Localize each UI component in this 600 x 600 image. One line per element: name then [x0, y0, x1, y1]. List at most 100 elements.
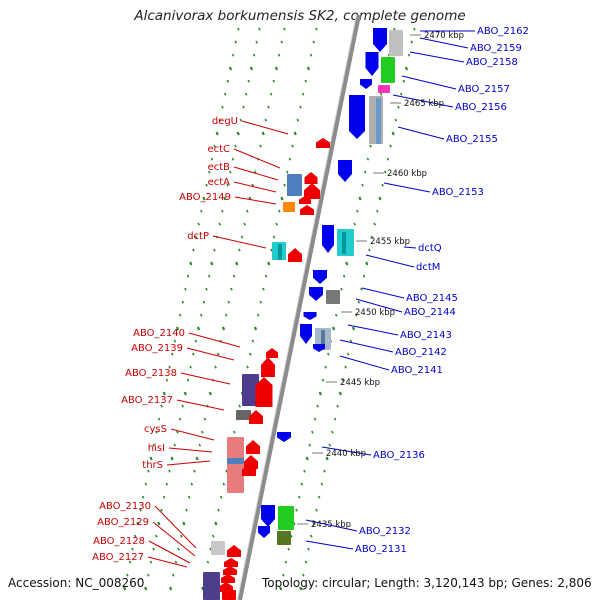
label-abo-2139: ABO_2139	[131, 343, 183, 354]
scale-tick	[341, 378, 345, 382]
scale-tick	[243, 222, 246, 226]
label-abo-2141: ABO_2141	[391, 365, 443, 376]
gene-abo-2157	[381, 57, 395, 83]
connector-cyss	[170, 428, 215, 441]
label-abo-2157: ABO_2157	[458, 84, 510, 95]
label-abo-2138: ABO_2138	[125, 368, 177, 379]
scale-tick	[225, 469, 228, 473]
scale-tick	[198, 443, 202, 447]
gene-abo-2149	[283, 202, 295, 212]
connector-abo-2138	[180, 372, 231, 385]
connector-abo-2143	[347, 324, 399, 336]
scale-tick	[231, 53, 235, 57]
scale-tick	[259, 144, 262, 148]
gene-abo-2127b	[219, 582, 233, 592]
scale-tick	[238, 404, 241, 408]
scale-tick	[253, 170, 257, 174]
scale-tick	[190, 482, 194, 486]
scale-tick	[280, 196, 284, 201]
scale-tick	[393, 27, 396, 31]
scale-tick	[182, 521, 186, 526]
scale-tick	[315, 508, 318, 512]
scale-tick	[196, 326, 201, 331]
scale-tick	[146, 573, 150, 577]
scale-tick	[160, 508, 163, 512]
scale-tick	[239, 118, 243, 122]
scale-tick	[267, 261, 271, 266]
scale-tick	[360, 287, 363, 291]
scale-tick	[369, 144, 372, 148]
scale-tick	[246, 365, 249, 369]
gene-ectc	[304, 172, 318, 184]
scale-tick	[326, 352, 330, 356]
connector-abo-2159	[419, 37, 469, 49]
gene-abo-2129	[227, 545, 241, 557]
scale-tick	[251, 339, 255, 343]
kbp-label: 2465 kbp	[404, 99, 444, 109]
scale-tick	[170, 456, 174, 461]
scale-tick	[324, 365, 327, 369]
gene-ecta	[287, 174, 302, 196]
scale-tick	[139, 508, 142, 512]
scale-tick	[404, 66, 409, 71]
gene-degu	[316, 138, 330, 148]
connector-abo-2137	[176, 399, 225, 411]
gene-abo-2131b	[277, 531, 291, 545]
gene-abo-2145b	[309, 287, 323, 301]
gene-cyss	[246, 440, 260, 454]
scale-tick	[297, 495, 301, 499]
scale-tick	[234, 40, 238, 44]
accession-text: Accession: NC_008260	[8, 576, 145, 590]
gene-thrs-b	[242, 464, 256, 476]
gene-abo-2132b	[278, 506, 294, 530]
label-abo-2131: ABO_2131	[355, 544, 407, 555]
scale-tick	[284, 560, 288, 564]
connector-abo-2156	[392, 94, 454, 108]
gene-abo-2143b	[300, 324, 312, 344]
scale-tick	[186, 274, 190, 278]
gene-abo-2127c	[203, 572, 220, 600]
gene-abo-2141	[313, 344, 325, 352]
scale-tick	[386, 157, 390, 161]
gene-abo-2128b	[223, 566, 237, 575]
gene-abo-2155	[349, 95, 365, 139]
scale-tick	[210, 157, 214, 161]
kbp-scale-labels: 2470 kbp 2465 kbp 2460 kbp 2455 kbp 2450 kbp…	[297, 31, 464, 530]
scale-tick	[391, 131, 395, 136]
scale-tick	[178, 417, 182, 421]
scale-tick	[184, 287, 187, 291]
scale-tick	[283, 183, 286, 187]
scale-tick	[207, 274, 211, 278]
scale-tick	[202, 196, 206, 201]
scale-tick	[317, 495, 321, 499]
connector-abo-2140	[188, 332, 241, 348]
scale-tick	[270, 248, 273, 252]
scale-tick	[381, 183, 384, 187]
connector-abo-2155	[397, 126, 445, 140]
scale-tick	[210, 261, 214, 266]
scale-tick	[207, 170, 211, 174]
scale-tick	[293, 131, 297, 136]
scale-tick	[413, 27, 416, 31]
gene-abo-2162	[373, 28, 387, 52]
scale-tick	[261, 131, 265, 136]
scale-tick	[334, 313, 338, 317]
scale-tick	[217, 508, 220, 512]
scale-tick	[160, 404, 163, 408]
scale-tick	[308, 443, 312, 447]
scale-tick	[321, 378, 325, 382]
scale-tick	[267, 105, 270, 109]
scale-tick	[194, 339, 198, 343]
scale-tick	[363, 170, 367, 174]
gene-abo-2127d	[222, 590, 236, 600]
connector-ectc	[233, 148, 281, 169]
gene-dctq	[322, 225, 334, 253]
scale-tick	[365, 261, 369, 266]
connector-thrs	[166, 460, 211, 466]
scale-tick	[328, 443, 332, 447]
connector-abo-2142	[339, 339, 394, 353]
scale-tick	[300, 482, 304, 486]
scale-tick	[397, 105, 400, 109]
scale-tick	[189, 261, 193, 266]
